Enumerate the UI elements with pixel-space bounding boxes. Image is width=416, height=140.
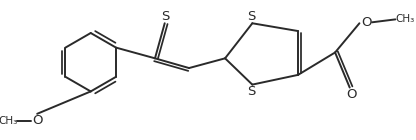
Text: CH₃: CH₃: [396, 14, 415, 24]
Text: CH₃: CH₃: [0, 116, 17, 126]
Text: S: S: [247, 10, 255, 23]
Text: S: S: [161, 10, 170, 23]
Text: S: S: [247, 85, 255, 98]
Text: O: O: [32, 114, 42, 127]
Text: O: O: [361, 16, 371, 29]
Text: O: O: [347, 88, 357, 101]
